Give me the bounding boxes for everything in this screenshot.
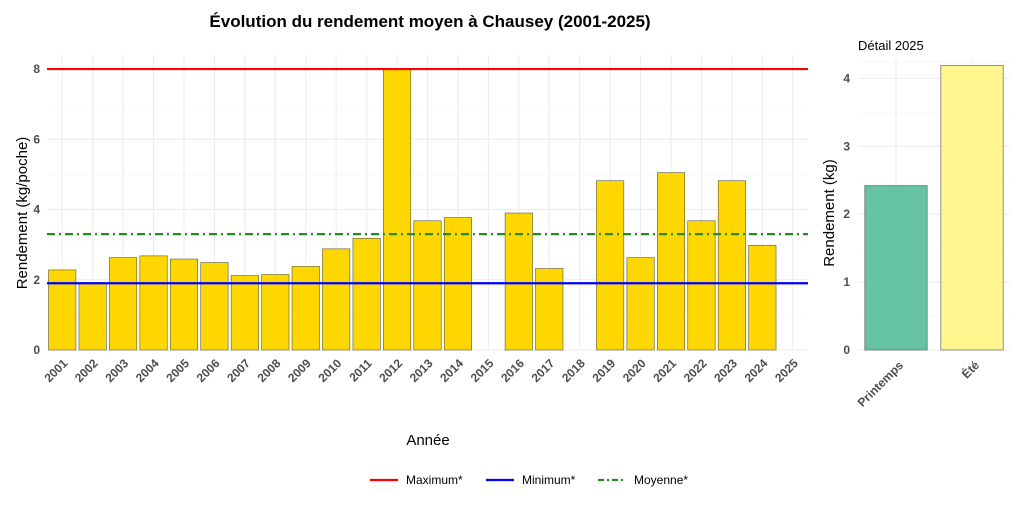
main-x-tick-label: 2013 <box>407 356 436 385</box>
main-x-tick-label: 2021 <box>650 356 679 385</box>
legend-label-minimum: Minimum* <box>522 473 576 487</box>
main-x-tick-label: 2008 <box>255 356 284 385</box>
main-bar-2010 <box>322 248 351 351</box>
side-y-tick-label: 3 <box>843 139 850 153</box>
legend: Maximum* Minimum* Moyenne* <box>370 473 688 487</box>
main-bar-2002 <box>78 282 107 351</box>
side-y-axis-title: Rendement (kg) <box>821 159 838 267</box>
main-bar-2012 <box>383 68 412 351</box>
side-x-tick-label: Printemps <box>855 358 907 410</box>
main-bar-2007 <box>230 275 259 351</box>
main-bar-2011 <box>352 238 381 351</box>
main-x-tick-label: 2015 <box>468 356 497 385</box>
side-bar-printemps <box>864 185 928 351</box>
side-x-tick-label: Été <box>958 357 982 381</box>
main-x-tick-label: 2023 <box>711 356 740 385</box>
side-bars <box>864 65 1004 351</box>
main-x-tick-label: 2011 <box>346 356 375 385</box>
main-x-tick-label: 2005 <box>163 356 192 385</box>
main-y-tick-label: 6 <box>33 132 40 146</box>
main-y-axis-title: Rendement (kg/poche) <box>14 137 31 290</box>
side-y-ticks: 0 1 2 3 4 <box>843 71 850 357</box>
side-bar-ete <box>940 65 1004 351</box>
side-y-tick-label: 1 <box>843 275 850 289</box>
main-x-tick-label: 2003 <box>102 356 131 385</box>
main-bar-2022 <box>687 220 716 351</box>
legend-label-maximum: Maximum* <box>406 473 463 487</box>
main-x-tick-label: 2018 <box>559 356 588 385</box>
main-bar-2020 <box>626 257 655 351</box>
side-chart-title: Détail 2025 <box>858 38 924 53</box>
main-bar-2003 <box>109 257 138 351</box>
main-chart-title: Évolution du rendement moyen à Chausey (… <box>209 12 650 31</box>
main-x-tick-label: 2016 <box>498 356 527 385</box>
main-x-ticks: 2001 2002 2003 2004 2005 2006 2007 2008 2009 2010… <box>42 356 802 385</box>
main-bar-2017 <box>535 268 564 351</box>
main-x-tick-label: 2019 <box>589 356 618 385</box>
main-x-tick-label: 2022 <box>681 356 710 385</box>
main-bar-2004 <box>139 255 168 351</box>
main-y-tick-label: 2 <box>33 273 40 287</box>
main-bar-2009 <box>291 266 320 351</box>
main-bars <box>48 68 777 351</box>
main-x-tick-label: 2004 <box>133 356 162 385</box>
main-reference-lines <box>47 67 808 285</box>
main-x-tick-label: 2014 <box>437 356 466 385</box>
main-x-tick-label: 2012 <box>376 356 405 385</box>
main-x-tick-label: 2020 <box>620 356 649 385</box>
main-bar-2013 <box>413 220 442 351</box>
side-y-tick-label: 2 <box>843 207 850 221</box>
main-x-tick-label: 2024 <box>742 356 771 385</box>
main-y-tick-label: 0 <box>33 343 40 357</box>
main-x-tick-label: 2006 <box>194 356 223 385</box>
main-bar-2019 <box>596 180 625 351</box>
main-bar-2005 <box>169 258 198 351</box>
main-x-tick-label: 2002 <box>72 356 101 385</box>
main-bar-2006 <box>200 262 229 351</box>
main-y-ticks: 0 2 4 6 8 <box>33 62 40 357</box>
side-y-tick-label: 0 <box>843 343 850 357</box>
side-x-ticks: Printemps Été <box>855 357 983 409</box>
main-x-tick-label: 2007 <box>224 356 253 385</box>
main-x-axis-title: Année <box>406 432 449 449</box>
main-bar-2016 <box>504 212 533 351</box>
main-bar-2021 <box>657 172 686 351</box>
main-bar-2001 <box>48 269 77 351</box>
main-x-tick-label: 2001 <box>42 356 71 385</box>
main-x-tick-label: 2009 <box>285 356 314 385</box>
main-bar-2008 <box>261 274 290 351</box>
main-x-tick-label: 2017 <box>529 356 558 385</box>
main-x-tick-label: 2025 <box>772 356 801 385</box>
main-x-tick-label: 2010 <box>316 356 345 385</box>
legend-label-moyenne: Moyenne* <box>634 473 688 487</box>
main-bar-2023 <box>717 180 746 351</box>
main-bar-2024 <box>748 245 777 351</box>
main-y-tick-label: 4 <box>33 203 40 217</box>
main-y-tick-label: 8 <box>33 62 40 76</box>
side-y-tick-label: 4 <box>843 71 850 85</box>
